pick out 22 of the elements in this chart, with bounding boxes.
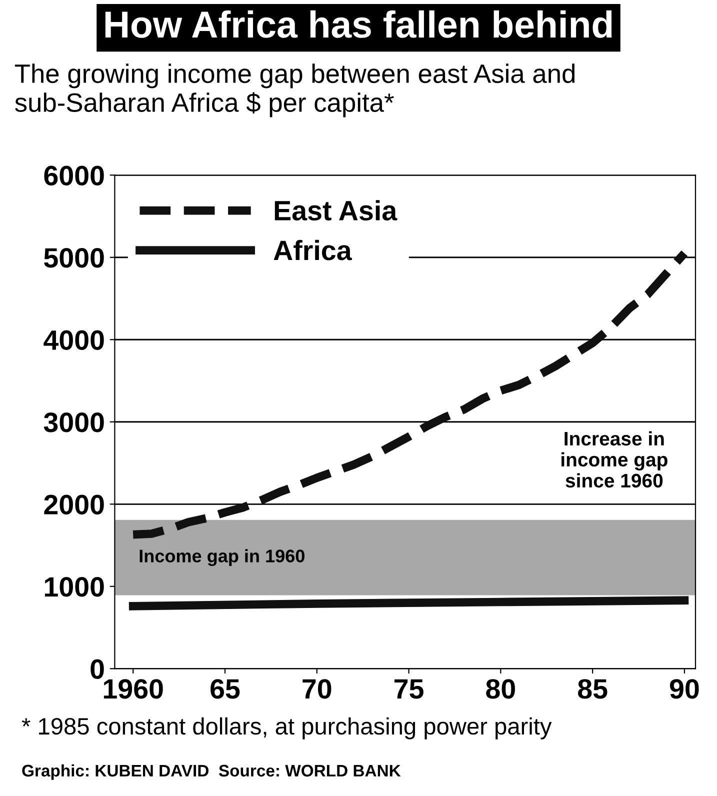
y-tick-label: 2000 [44,494,104,514]
band-label: Income gap in 1960 [140,549,304,566]
legend-label: East Asia [274,200,398,221]
y-tick-label: 3000 [44,412,104,432]
text: Graphic: KUBEN DAVID Source: WORLD BANK [22,764,401,780]
x-tick-label: 70 [302,679,332,699]
x-tick-label: 90 [670,679,699,699]
y-tick-label: 0 [90,659,104,679]
chart-title: How Africa has fallen behind [105,10,612,38]
text: * 1985 constant dollars, at purchasing power parity [22,717,552,740]
x-tick-label: 80 [486,679,515,699]
x-tick-label: 1960 [104,679,163,699]
legend-label: Africa [274,240,352,260]
y-tick-label: 6000 [44,166,104,186]
annotation: Increase in income gap since 1960 [562,431,668,488]
x-tick-label: 75 [394,679,424,699]
y-tick-label: 4000 [44,330,104,350]
x-tick-label: 65 [210,679,240,699]
y-tick-label: 1000 [44,577,104,597]
y-tick-label: 5000 [44,248,104,268]
chart-subtitle: The growing income gap between east Asia and sub-Saharan Africa $ per capita* [14,64,575,118]
x-tick-label: 85 [578,679,608,699]
